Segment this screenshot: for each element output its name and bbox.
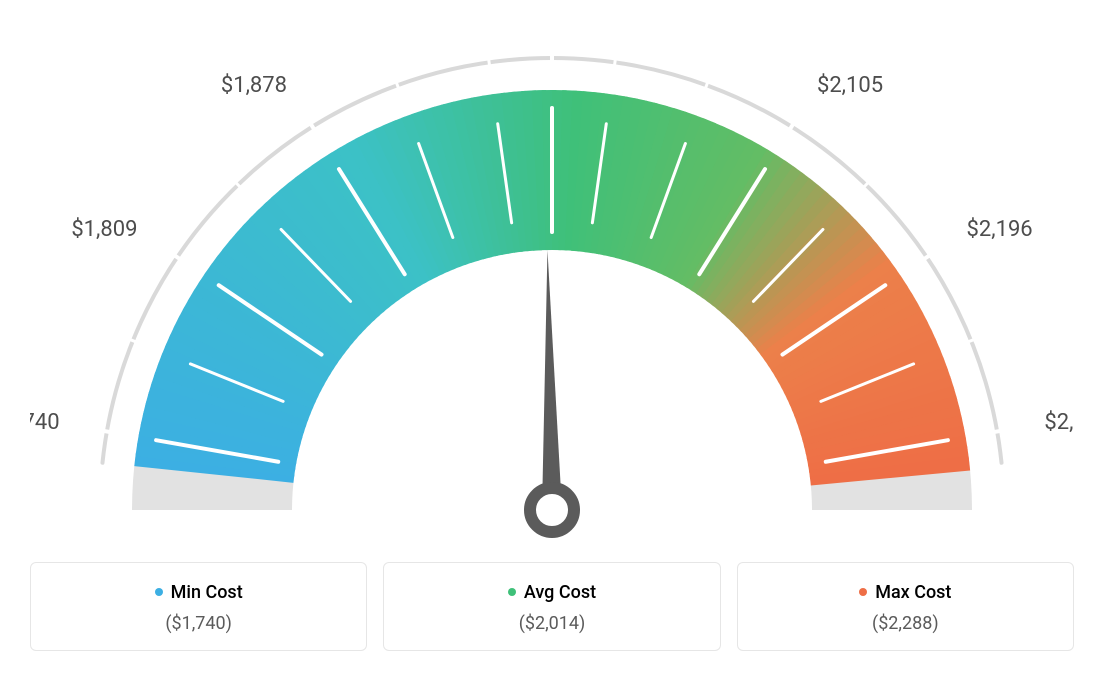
gauge-svg: $1,740$1,809$1,878$2,014$2,105$2,196$2,2… [30, 30, 1074, 550]
svg-text:$1,740: $1,740 [30, 410, 60, 435]
svg-text:$1,878: $1,878 [221, 73, 287, 98]
svg-text:$2,105: $2,105 [817, 73, 883, 98]
cost-gauge: $1,740$1,809$1,878$2,014$2,105$2,196$2,2… [30, 30, 1074, 550]
min-cost-value: ($1,740) [41, 613, 356, 634]
avg-cost-card: Avg Cost ($2,014) [383, 562, 720, 651]
legend-row: Min Cost ($1,740) Avg Cost ($2,014) Max … [30, 562, 1074, 651]
avg-dot [508, 588, 516, 596]
min-dot [155, 588, 163, 596]
min-cost-card: Min Cost ($1,740) [30, 562, 367, 651]
max-cost-value: ($2,288) [748, 613, 1063, 634]
min-cost-label: Min Cost [171, 582, 243, 603]
max-cost-label: Max Cost [875, 582, 951, 603]
svg-text:$2,196: $2,196 [967, 217, 1033, 242]
avg-cost-value: ($2,014) [394, 613, 709, 634]
svg-text:$2,288: $2,288 [1044, 410, 1074, 435]
max-cost-card: Max Cost ($2,288) [737, 562, 1074, 651]
max-dot [859, 588, 867, 596]
svg-text:$1,809: $1,809 [71, 217, 137, 242]
avg-cost-label: Avg Cost [524, 582, 596, 603]
